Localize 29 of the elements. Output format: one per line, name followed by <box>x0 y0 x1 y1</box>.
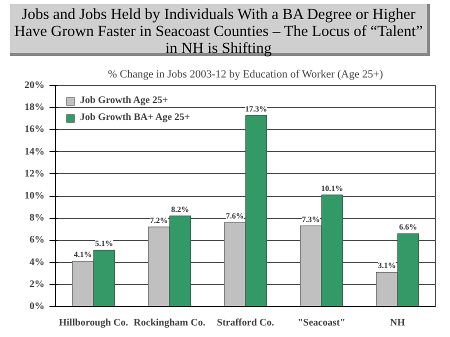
y-tick-label: 16% <box>24 124 44 136</box>
y-tick-label: 6% <box>30 234 44 246</box>
data-label: 10.1% <box>321 184 344 193</box>
y-tick-label: 12% <box>24 168 44 180</box>
data-label: 17.3% <box>245 104 268 114</box>
y-tick-label: 4% <box>30 256 44 268</box>
y-tick-label: 20% <box>24 80 44 91</box>
x-tick-label: "Seacoast" <box>298 318 346 328</box>
data-label: 7.2% <box>150 216 168 225</box>
y-tick-label: 18% <box>24 102 44 114</box>
y-tick-label: 2% <box>30 278 44 290</box>
y-tick-label: 10% <box>24 190 44 202</box>
data-label: 4.1% <box>74 250 92 260</box>
data-label: 7.6% <box>226 212 244 221</box>
legend-label: Job Growth Age 25+ <box>80 95 168 106</box>
data-label: 5.1% <box>95 239 114 248</box>
y-tick-label: 0% <box>30 301 44 312</box>
x-tick-label: Strafford Co. <box>216 318 275 328</box>
y-tick-label: 14% <box>24 146 44 158</box>
data-label: 6.6% <box>399 222 418 232</box>
data-label: 7.3% <box>302 214 320 224</box>
x-tick-label: NH <box>390 318 406 328</box>
x-tick-label: Hillborough Co. <box>58 318 129 328</box>
legend-label: Job Growth BA+ Age 25+ <box>80 112 190 123</box>
data-label: 8.2% <box>171 204 190 214</box>
x-tick-label: Rockingham Co. <box>134 318 206 328</box>
y-tick-label: 8% <box>30 212 44 224</box>
data-label: 3.1% <box>378 261 396 270</box>
chart-subtitle: % Change in Jobs 2003-12 by Education of Worker (Age 25+) <box>108 68 384 80</box>
